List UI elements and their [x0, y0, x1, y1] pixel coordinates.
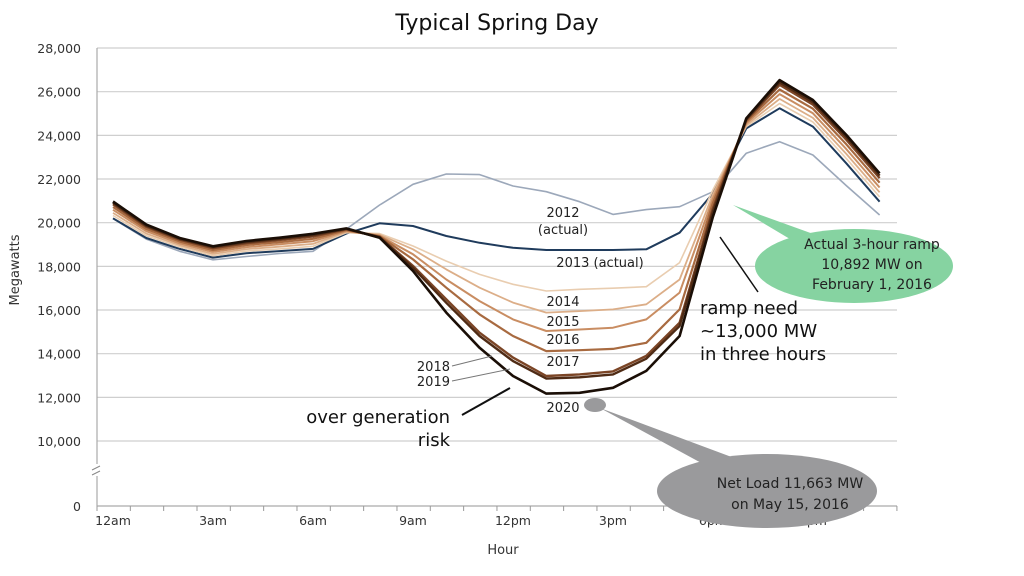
gray-callout-point	[584, 398, 606, 412]
y-tick-label: 14,000	[37, 347, 81, 362]
label-2012-actual: (actual)	[538, 223, 588, 238]
label-2013: 2013 (actual)	[556, 256, 643, 271]
y-axis-label: Megawatts	[8, 234, 23, 305]
y-tick-label: 0	[73, 499, 81, 514]
label-2014: 2014	[546, 295, 579, 310]
series-line-2014	[112, 102, 881, 292]
y-tick-label: 10,000	[37, 434, 81, 449]
label-2019: 2019	[417, 375, 450, 390]
label-2017: 2017	[546, 355, 579, 370]
gray-callout-tail	[600, 408, 745, 465]
green-callout-bubble	[755, 229, 953, 303]
series-line-2017	[112, 88, 881, 353]
x-tick-label: 3pm	[599, 513, 627, 528]
x-tick-label: 12pm	[495, 513, 531, 528]
series-labels: 2012 (actual) 2013 (actual) 2014 2015 20…	[417, 206, 644, 416]
over-generation-text-1: over generation	[306, 407, 450, 428]
y-tick-label: 16,000	[37, 303, 81, 318]
gray-callout-bubble	[657, 454, 877, 528]
over-generation-pointer	[461, 387, 511, 416]
label-2015: 2015	[546, 315, 579, 330]
x-tick-label: 3am	[199, 513, 227, 528]
y-tick-label: 28,000	[37, 41, 81, 56]
label-2016: 2016	[546, 333, 579, 348]
axis-break-icon	[91, 465, 101, 476]
y-tick-label: 26,000	[37, 85, 81, 100]
series-line-2016	[112, 93, 881, 332]
leader-2019	[451, 368, 511, 382]
series-line-2020	[112, 78, 881, 395]
series-line-2015	[112, 98, 881, 314]
green-callout-line-3: February 1, 2016	[812, 277, 932, 293]
over-generation-text-2: risk	[418, 430, 451, 451]
series-line-2012	[112, 140, 881, 261]
x-axis-label: Hour	[487, 543, 519, 558]
x-tick-label: 6am	[299, 513, 327, 528]
x-tick-label: 9am	[399, 513, 427, 528]
ramp-need-annotation: ramp need ~13,000 MW in three hours	[700, 236, 826, 365]
green-callout: Actual 3-hour ramp 10,892 MW on February…	[733, 205, 953, 303]
gray-callout: Net Load 11,663 MW on May 15, 2016	[584, 398, 877, 528]
label-2018: 2018	[417, 360, 450, 375]
gray-callout-line-1: Net Load 11,663 MW	[717, 476, 864, 492]
ramp-pointer	[719, 236, 759, 293]
series-line-2013	[112, 107, 881, 259]
ramp-text-1: ramp need	[700, 298, 798, 319]
chart-title: Typical Spring Day	[394, 11, 598, 36]
label-2012: 2012	[546, 206, 579, 221]
y-tick-label: 22,000	[37, 172, 81, 187]
gray-callout-line-2: on May 15, 2016	[731, 497, 849, 513]
over-generation-annotation: over generation risk	[306, 387, 511, 451]
y-tick-label: 20,000	[37, 216, 81, 231]
x-tick-label: 12am	[95, 513, 131, 528]
y-tick-label: 24,000	[37, 128, 81, 143]
gridlines	[97, 47, 897, 442]
leader-2018	[451, 355, 493, 367]
y-tick-label: 18,000	[37, 259, 81, 274]
ramp-text-2: ~13,000 MW	[700, 321, 817, 342]
green-callout-line-1: Actual 3-hour ramp	[804, 237, 940, 253]
green-callout-line-2: 10,892 MW on	[821, 257, 922, 273]
y-tick-labels: 0 10,000 12,000 14,000 16,000 18,000 20,000 22,…	[37, 41, 81, 514]
series-lines	[112, 78, 881, 395]
ramp-text-3: in three hours	[700, 344, 826, 365]
y-tick-label: 12,000	[37, 390, 81, 405]
label-2020: 2020	[546, 401, 579, 416]
